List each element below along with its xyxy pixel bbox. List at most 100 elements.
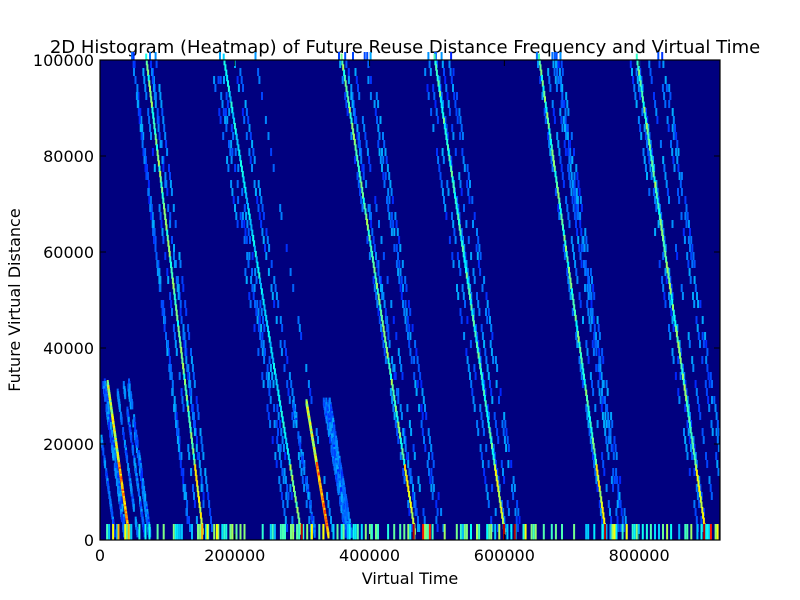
heatmap-cell bbox=[669, 276, 672, 284]
heatmap-cell bbox=[226, 74, 229, 82]
heatmap-cell bbox=[114, 470, 117, 479]
heatmap-cell bbox=[263, 304, 266, 311]
heatmap-cell bbox=[494, 464, 497, 471]
heatmap-cell bbox=[253, 240, 256, 247]
heatmap-cell bbox=[469, 293, 471, 300]
heatmap-cell bbox=[714, 524, 717, 540]
heatmap-cell bbox=[480, 452, 483, 460]
heatmap-cell bbox=[496, 480, 499, 487]
heatmap-cell bbox=[397, 396, 400, 404]
heatmap-cell bbox=[473, 276, 476, 284]
heatmap-cell bbox=[150, 204, 153, 212]
heatmap-cell bbox=[355, 149, 358, 156]
heatmap-cell bbox=[605, 436, 608, 444]
heatmap-cell bbox=[682, 228, 685, 236]
heatmap-cell bbox=[664, 76, 667, 84]
heatmap-cell bbox=[668, 268, 671, 276]
heatmap-cell bbox=[410, 524, 413, 532]
heatmap-cell bbox=[417, 524, 419, 532]
heatmap-cell bbox=[168, 356, 171, 364]
heatmap-cell bbox=[689, 276, 692, 284]
heatmap-cell bbox=[647, 148, 650, 156]
heatmap-cell bbox=[576, 228, 579, 236]
heatmap-cell bbox=[559, 208, 562, 215]
heatmap-cell bbox=[369, 76, 372, 84]
heatmap-cell bbox=[114, 455, 117, 464]
heatmap-cell bbox=[436, 508, 439, 516]
heatmap-cell bbox=[282, 476, 285, 484]
heatmap-cell bbox=[548, 140, 551, 148]
heatmap-cell bbox=[691, 356, 694, 364]
heatmap-cell bbox=[688, 468, 691, 476]
heatmap-cell bbox=[371, 256, 374, 263]
heatmap-cell bbox=[254, 300, 256, 308]
heatmap-cell bbox=[684, 380, 687, 388]
heatmap-cell bbox=[506, 524, 509, 540]
heatmap-cell bbox=[575, 164, 578, 172]
heatmap-cell bbox=[268, 336, 271, 343]
heatmap-cell bbox=[688, 268, 691, 276]
heatmap-cell bbox=[424, 404, 426, 412]
heatmap-cell bbox=[190, 348, 192, 356]
heatmap-cell bbox=[579, 212, 582, 220]
heatmap-cell bbox=[364, 524, 367, 540]
heatmap-cell bbox=[246, 220, 249, 228]
heatmap-cell bbox=[295, 501, 298, 508]
heatmap-cell bbox=[543, 108, 546, 116]
heatmap-cell bbox=[219, 116, 222, 124]
heatmap-cell bbox=[237, 144, 240, 151]
heatmap-cell bbox=[124, 524, 127, 540]
heatmap-cell bbox=[601, 524, 604, 540]
heatmap-cell bbox=[350, 84, 353, 92]
heatmap-cell bbox=[644, 164, 647, 172]
heatmap-cell bbox=[393, 524, 396, 540]
heatmap-cell bbox=[657, 202, 660, 210]
heatmap-cell bbox=[547, 68, 550, 76]
heatmap-cell bbox=[463, 256, 466, 263]
heatmap-cell bbox=[250, 276, 253, 284]
heatmap-cell bbox=[112, 524, 115, 540]
heatmap-cell bbox=[447, 144, 449, 151]
heatmap-cell bbox=[404, 300, 407, 308]
heatmap-cell bbox=[188, 332, 191, 340]
heatmap-cell bbox=[401, 372, 404, 380]
heatmap-cell bbox=[251, 252, 254, 260]
heatmap-cell bbox=[131, 52, 134, 60]
heatmap-cell bbox=[156, 524, 159, 540]
heatmap-cell bbox=[103, 388, 106, 397]
heatmap-cell bbox=[178, 252, 181, 260]
heatmap-cell bbox=[437, 80, 440, 87]
heatmap-cell bbox=[429, 68, 432, 76]
heatmap-cell bbox=[567, 212, 570, 220]
heatmap-cell bbox=[686, 452, 689, 460]
heatmap-cell bbox=[560, 213, 563, 220]
heatmap-cell bbox=[148, 196, 151, 204]
heatmap-cell bbox=[241, 188, 244, 196]
heatmap-cell bbox=[390, 378, 393, 386]
heatmap-cell bbox=[273, 362, 275, 370]
heatmap-cell bbox=[576, 325, 579, 332]
heatmap-cell bbox=[415, 348, 418, 356]
heatmap-cell bbox=[291, 412, 294, 420]
heatmap-cell bbox=[542, 524, 545, 540]
heatmap-cell bbox=[146, 164, 148, 172]
heatmap-cell bbox=[344, 80, 347, 87]
heatmap-cell bbox=[676, 336, 679, 343]
heatmap-cell bbox=[269, 420, 272, 428]
heatmap-cell bbox=[645, 108, 647, 116]
heatmap-cell bbox=[437, 156, 440, 164]
heatmap-cell bbox=[284, 516, 287, 524]
heatmap-cell bbox=[463, 164, 466, 172]
heatmap-cell bbox=[349, 112, 352, 119]
heatmap-cell bbox=[645, 524, 648, 540]
heatmap-cell bbox=[510, 524, 513, 540]
heatmap-cell bbox=[298, 437, 301, 446]
heatmap-cell bbox=[190, 468, 193, 476]
heatmap-cell bbox=[418, 404, 421, 412]
heatmap-cell bbox=[477, 300, 480, 308]
heatmap-cell bbox=[595, 348, 598, 356]
heatmap-cell bbox=[136, 450, 139, 459]
heatmap-cell bbox=[376, 282, 378, 290]
heatmap-cell bbox=[366, 236, 369, 244]
heatmap-cell bbox=[552, 108, 555, 116]
